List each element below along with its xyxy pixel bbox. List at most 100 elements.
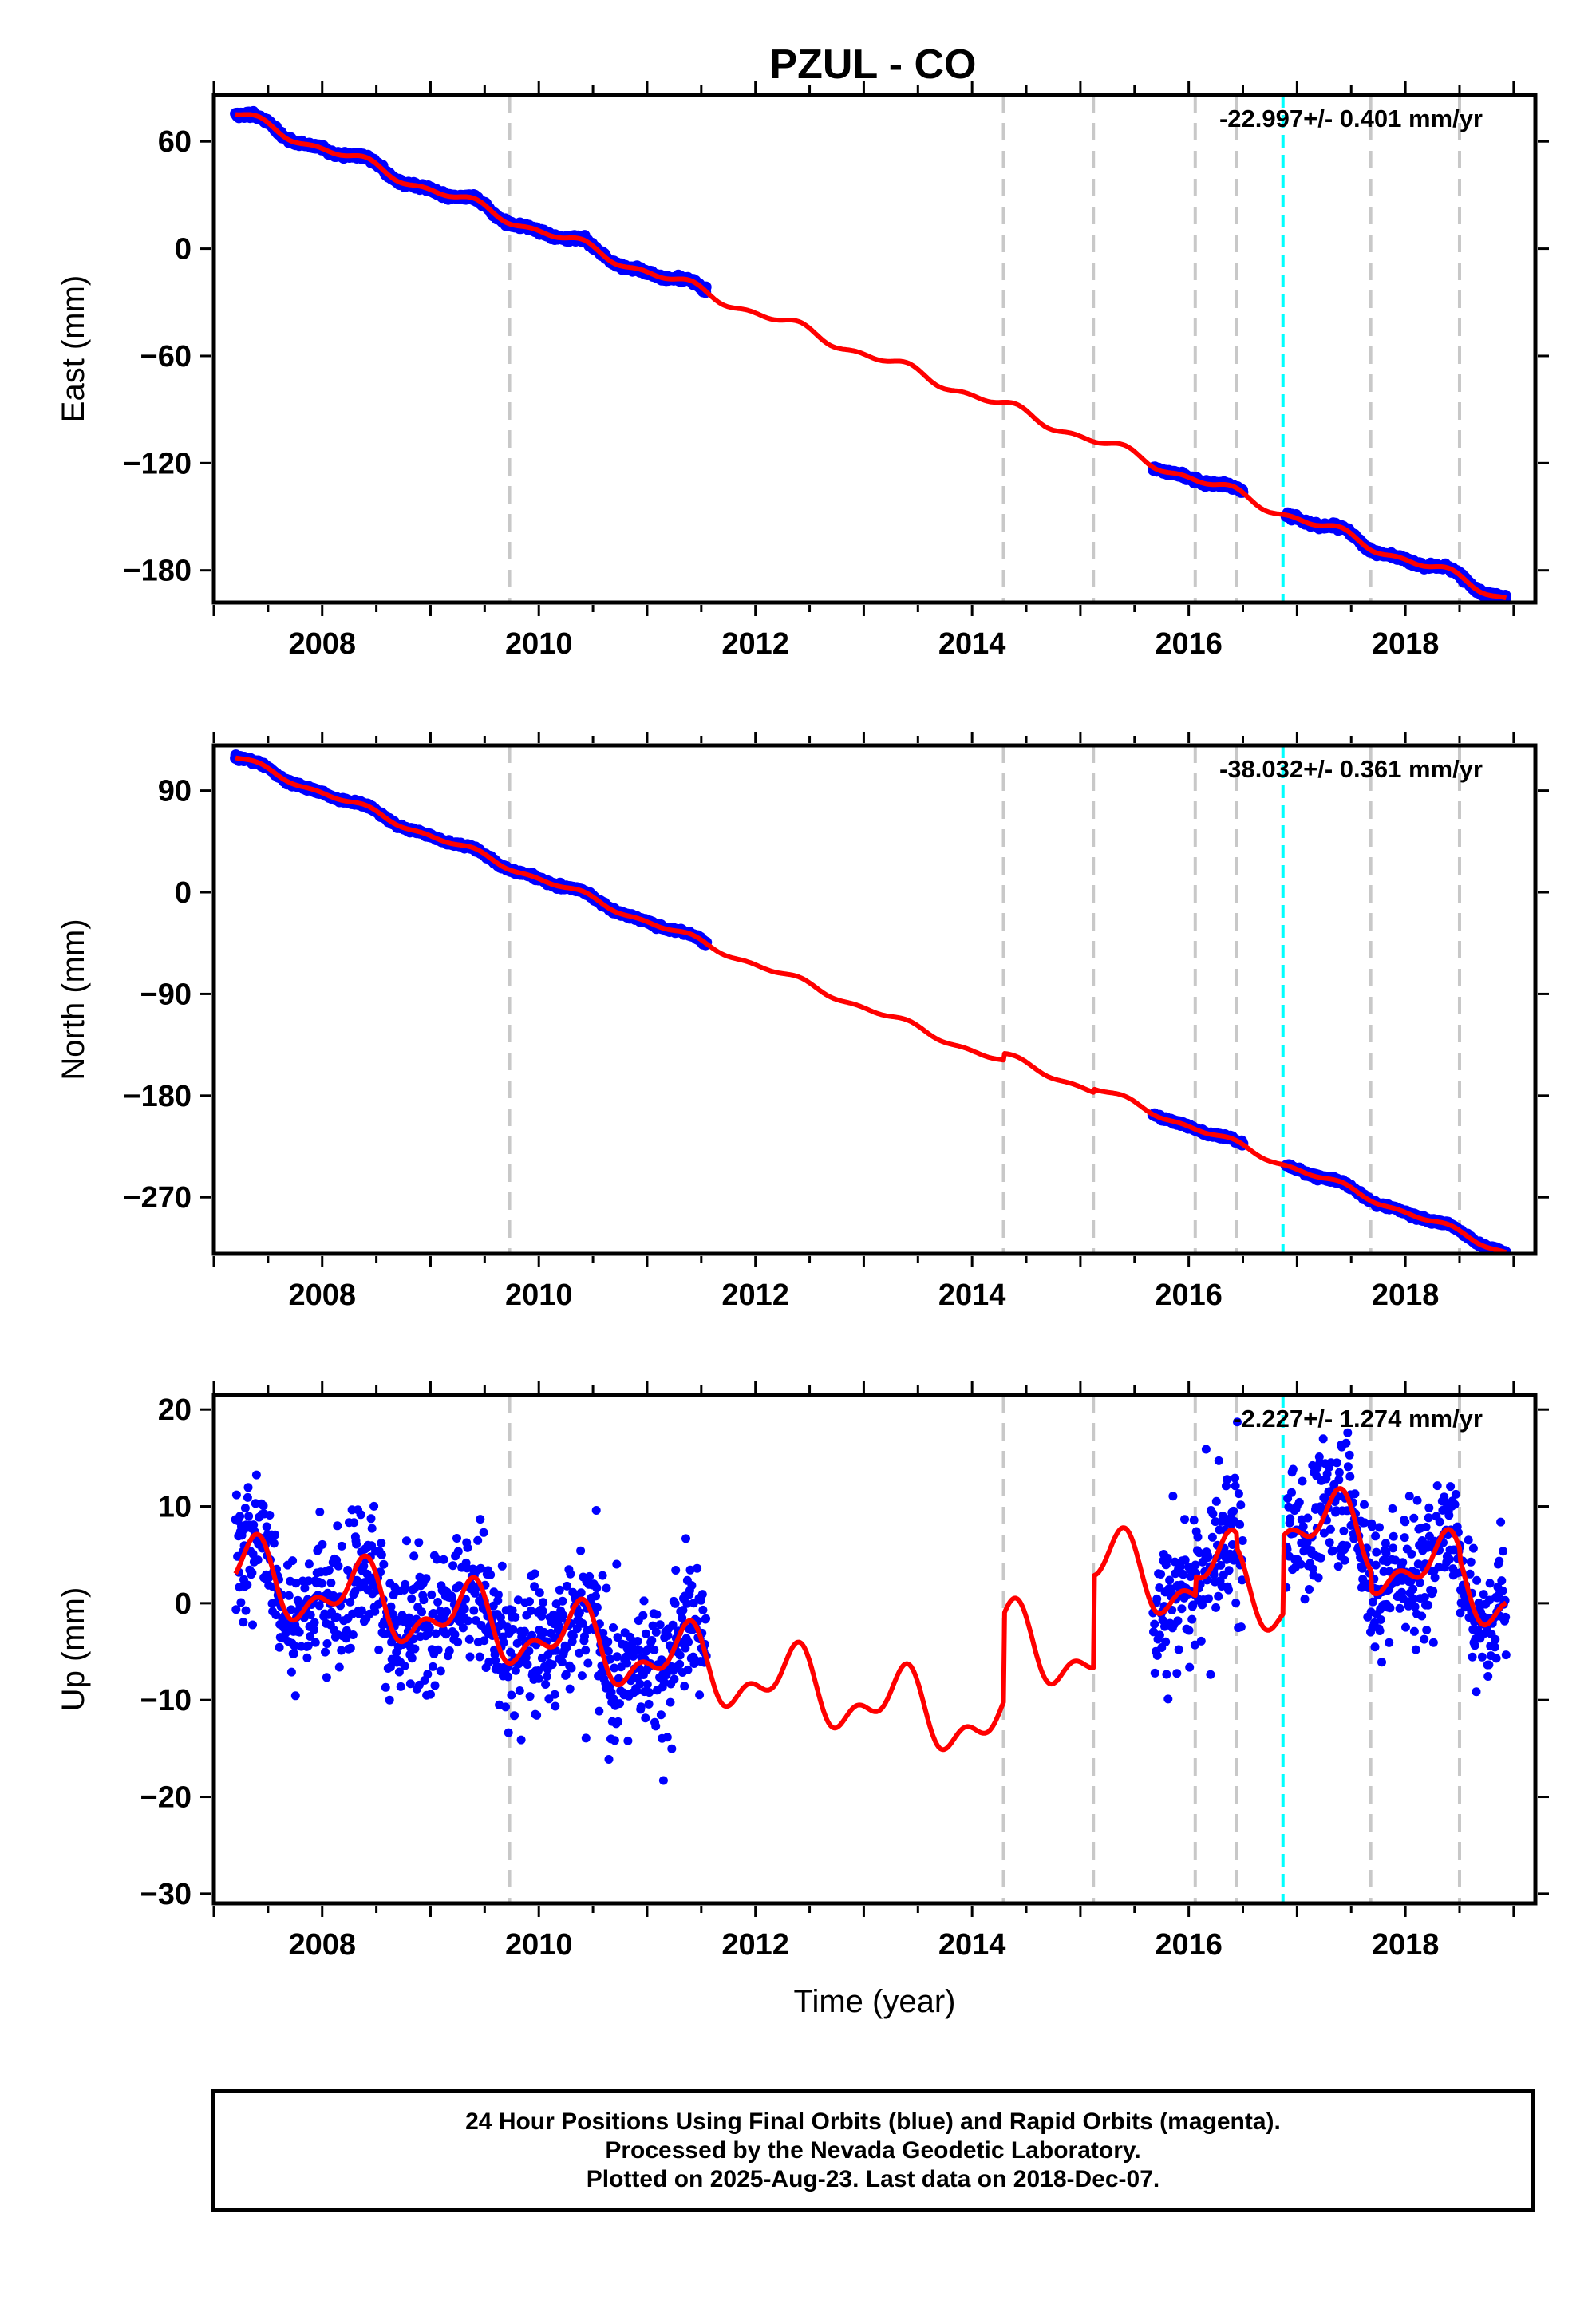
x-tick-label: 2012	[721, 1279, 789, 1312]
data-point	[369, 1501, 379, 1511]
data-point	[566, 1569, 575, 1579]
y-tick-label: 90	[158, 775, 192, 808]
x-tick-label: 2016	[1155, 627, 1223, 661]
data-point	[701, 1614, 711, 1623]
data-point	[603, 1637, 613, 1646]
data-point	[1208, 1509, 1218, 1519]
data-point	[610, 1736, 619, 1745]
data-point	[1325, 1524, 1335, 1534]
y-tick-label: −90	[140, 978, 192, 1011]
data-point	[595, 1706, 604, 1716]
data-point	[523, 1660, 532, 1670]
x-tick-label: 2018	[1372, 627, 1440, 661]
data-point	[508, 1625, 518, 1634]
data-point	[1203, 1553, 1213, 1562]
data-point	[507, 1690, 516, 1700]
data-point	[1350, 1489, 1360, 1499]
data-point	[1235, 1520, 1245, 1529]
data-point	[1231, 1599, 1241, 1607]
data-point	[410, 1644, 420, 1654]
data-point	[1372, 1547, 1381, 1557]
data-point	[501, 1702, 510, 1712]
data-point	[243, 1580, 252, 1590]
data-point	[463, 1543, 472, 1552]
data-point	[294, 1627, 304, 1637]
data-point	[1214, 1456, 1223, 1465]
data-point	[334, 1662, 344, 1672]
data-point	[645, 1688, 654, 1697]
data-point	[448, 1561, 458, 1571]
data-point	[1298, 1476, 1307, 1486]
data-point	[497, 1561, 507, 1571]
data-point	[1206, 1670, 1215, 1679]
data-point	[1196, 1636, 1206, 1646]
data-point	[577, 1671, 587, 1681]
data-point	[651, 1721, 661, 1731]
up-panel: 2008 2010 2012 2014 2016 201820100−10−20−30Up…	[56, 1333, 1549, 2019]
data-point	[670, 1599, 680, 1608]
data-point	[532, 1710, 542, 1720]
data-point	[460, 1604, 469, 1614]
data-point	[1318, 1434, 1328, 1444]
data-point	[1173, 1616, 1183, 1626]
data-point	[444, 1646, 454, 1655]
data-point	[1211, 1496, 1221, 1506]
data-point	[269, 1539, 279, 1548]
data-point	[1305, 1585, 1314, 1594]
data-point	[439, 1555, 448, 1564]
data-point	[539, 1598, 548, 1607]
data-point	[1163, 1694, 1173, 1704]
data-point	[436, 1666, 445, 1676]
data-point	[442, 1607, 452, 1616]
data-point	[333, 1521, 342, 1531]
data-point	[286, 1667, 296, 1677]
data-point	[675, 1659, 685, 1669]
data-point	[667, 1744, 677, 1753]
figure-title: PZUL - CO	[769, 41, 976, 88]
data-point	[1329, 1333, 1338, 1342]
data-point	[1223, 1475, 1232, 1484]
data-point	[581, 1733, 591, 1743]
data-point	[504, 1672, 513, 1682]
data-point	[1375, 1626, 1385, 1635]
data-point	[1370, 1642, 1380, 1652]
data-point	[1201, 1445, 1211, 1454]
data-point	[421, 1574, 431, 1583]
data-point	[687, 1581, 697, 1591]
velocity-label: -38.032+/- 0.361 mm/yr	[1219, 755, 1483, 783]
data-point	[379, 1559, 389, 1569]
data-point	[1229, 1506, 1238, 1516]
data-point	[407, 1594, 417, 1603]
data-point	[547, 1660, 557, 1670]
data-point	[1156, 1570, 1166, 1579]
data-point	[236, 1598, 246, 1607]
data-point	[1185, 1662, 1195, 1672]
data-point	[530, 1569, 539, 1579]
data-point	[433, 1645, 443, 1654]
data-point	[247, 1568, 257, 1578]
data-point	[636, 1702, 646, 1712]
data-point	[538, 1607, 547, 1616]
data-point	[1343, 1462, 1353, 1472]
data-point	[288, 1556, 298, 1566]
y-tick-label: −60	[140, 340, 192, 373]
data-point	[1345, 1472, 1355, 1481]
data-point	[426, 1690, 435, 1699]
data-point	[1342, 1541, 1351, 1551]
data-point	[1345, 1450, 1354, 1460]
data-point	[1231, 1481, 1240, 1491]
data-point	[407, 1654, 417, 1663]
data-point	[348, 1630, 358, 1639]
data-point	[1177, 1604, 1187, 1614]
data-point	[289, 1649, 298, 1658]
data-point	[352, 1539, 361, 1549]
data-point	[1238, 1536, 1247, 1545]
data-point	[400, 1662, 409, 1670]
data-point	[244, 1512, 254, 1521]
data-point	[1298, 1522, 1308, 1531]
data-point	[1152, 1650, 1162, 1660]
data-point	[603, 1646, 613, 1656]
data-points	[231, 1333, 1511, 1785]
data-point	[253, 1555, 263, 1565]
y-axis-title: East (mm)	[56, 275, 91, 422]
